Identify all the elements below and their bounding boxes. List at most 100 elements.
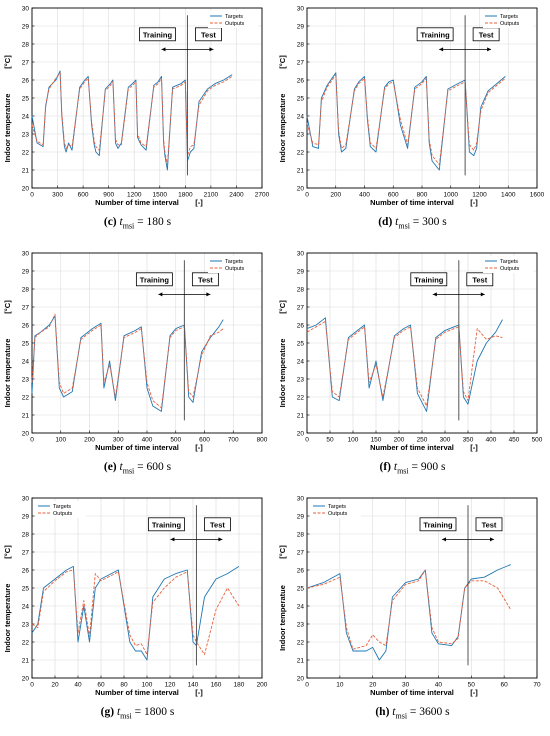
test-label: Test: [198, 275, 213, 284]
series-line-outputs: [306, 569, 512, 650]
y-tick-label: 21: [297, 413, 305, 420]
y-tick-label: 21: [297, 658, 305, 665]
x-tick-label: 500: [532, 437, 543, 444]
chart-svg: 20 21 22 23 24 25 26 27 28 29 30 0 200 400 600 800 1000 1…: [278, 6, 545, 208]
caption-symbol: t: [116, 706, 121, 718]
chart-svg: 20 21 22 23 24 25 26 27 28 29 30 0 10 20 30 40 50 60 70 Num…: [278, 496, 541, 698]
x-tick-label: 180: [234, 682, 245, 689]
legend-label-outputs: Outputs: [225, 266, 245, 272]
training-label: Training: [414, 275, 444, 284]
y-tick-label: 20: [297, 186, 305, 193]
caption-subscript: msi: [397, 466, 409, 476]
y-tick-label: 23: [22, 622, 30, 629]
x-tick-label: 200: [394, 437, 405, 444]
test-label-box: Test: [191, 272, 219, 287]
caption-subscript: msi: [122, 221, 135, 231]
x-tick-label: 1200: [127, 192, 142, 199]
panel-letter: (c): [103, 216, 117, 228]
y-tick-label: 24: [22, 114, 30, 121]
y-axis-unit: [°C]: [3, 300, 12, 314]
x-tick-label: 600: [388, 192, 399, 199]
panel-caption: (e) tmsi = 600 s: [0, 461, 275, 475]
caption-symbol: t: [119, 461, 123, 473]
x-tick-label: 350: [463, 437, 474, 444]
y-tick-label: 29: [22, 24, 30, 31]
panel-caption: (h) tmsi = 3600 s: [275, 706, 550, 720]
chart-panel-e: 20 21 22 23 24 25 26 27 28 29 30 0 100 200 300 400 500 60…: [0, 245, 275, 490]
series-line-outputs: [31, 313, 224, 409]
chart-panel-d: 20 21 22 23 24 25 26 27 28 29 30 0 200 400 600 800 1000 1…: [275, 0, 550, 245]
legend-label-outputs: Outputs: [500, 266, 520, 272]
panel-caption: (c) tmsi = 180 s: [0, 216, 275, 230]
y-tick-label: 26: [22, 78, 30, 85]
y-tick-label: 21: [22, 168, 30, 175]
y-tick-label: 30: [22, 251, 30, 258]
y-tick-label: 21: [22, 658, 30, 665]
x-tick-label: 30: [402, 682, 410, 689]
y-tick-label: 29: [297, 514, 305, 521]
x-tick-label: 500: [170, 437, 181, 444]
y-tick-label: 27: [297, 305, 305, 312]
training-label: Training: [421, 30, 451, 39]
arrow-left-head: [170, 537, 175, 542]
x-tick-label: 2700: [255, 192, 270, 199]
y-tick-label: 20: [297, 676, 305, 683]
caption-subscript: msi: [120, 711, 132, 721]
x-axis-unit: [-]: [470, 198, 478, 207]
y-tick-label: 29: [297, 269, 305, 276]
x-tick-label: 20: [51, 682, 59, 689]
x-axis-unit: [-]: [195, 443, 203, 452]
x-tick-label: 0: [305, 192, 309, 199]
y-axis-unit: [°C]: [278, 300, 287, 314]
panel-caption: (d) tmsi = 300 s: [275, 216, 550, 230]
caption-subscript: msi: [398, 221, 410, 231]
y-tick-label: 27: [297, 60, 305, 67]
test-label-box: Test: [472, 27, 500, 42]
arrow-right-head: [209, 47, 214, 52]
y-tick-label: 30: [22, 6, 30, 13]
x-tick-label: 200: [257, 682, 268, 689]
x-tick-label: 600: [78, 192, 89, 199]
training-label-box: Training: [416, 27, 454, 42]
training-label: Training: [423, 520, 453, 529]
chart-panel-h: 20 21 22 23 24 25 26 27 28 29 30 0 10 20 30 40 50 60 70 Num…: [275, 490, 550, 735]
y-tick-label: 20: [22, 676, 30, 683]
x-tick-label: 50: [468, 682, 476, 689]
panel-caption: (g) tmsi = 1800 s: [0, 706, 275, 720]
x-tick-label: 200: [330, 192, 341, 199]
training-label-box: Training: [139, 27, 176, 42]
y-axis-label: Indoor temperature: [278, 339, 287, 408]
x-tick-label: 100: [142, 682, 153, 689]
y-tick-label: 28: [22, 42, 30, 49]
series-line-outputs: [306, 74, 506, 166]
legend-label-targets: Targets: [225, 259, 243, 265]
x-tick-label: 0: [305, 682, 309, 689]
x-tick-label: 100: [55, 437, 66, 444]
y-tick-label: 27: [22, 550, 30, 557]
x-tick-label: 60: [501, 682, 509, 689]
x-tick-label: 50: [326, 437, 334, 444]
x-tick-label: 1500: [153, 192, 168, 199]
y-tick-label: 30: [22, 496, 30, 503]
x-tick-label: 400: [486, 437, 497, 444]
y-tick-label: 30: [297, 496, 305, 503]
x-tick-label: 1200: [472, 192, 487, 199]
test-label: Test: [472, 275, 487, 284]
caption-symbol: t: [392, 706, 396, 718]
y-tick-label: 22: [297, 150, 305, 157]
y-tick-label: 22: [22, 640, 30, 647]
x-tick-label: 200: [84, 437, 95, 444]
x-tick-label: 80: [120, 682, 128, 689]
legend-label-outputs: Outputs: [225, 21, 245, 27]
y-tick-label: 21: [22, 413, 30, 420]
x-axis-unit: [-]: [470, 688, 478, 697]
x-axis-label: Number of time interval: [370, 198, 454, 207]
legend-label-targets: Targets: [225, 14, 243, 20]
